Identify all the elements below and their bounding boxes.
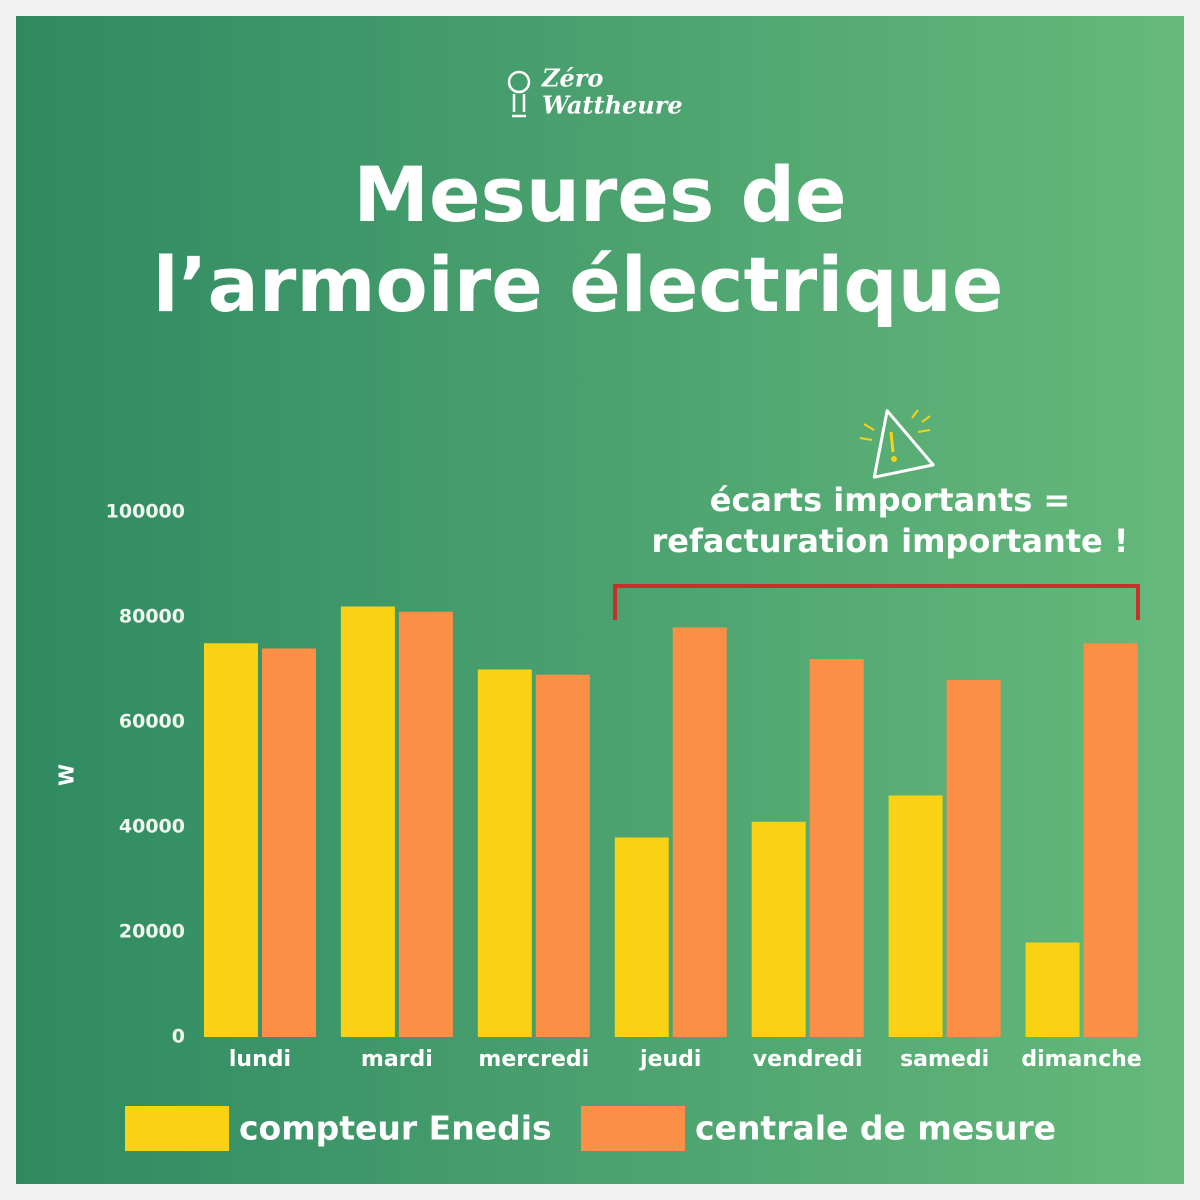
bracket xyxy=(613,584,1140,620)
x-tick-label: vendredi xyxy=(753,1047,863,1072)
y-tick-label: 60000 xyxy=(119,711,185,733)
bar xyxy=(809,659,864,1037)
bar xyxy=(477,669,532,1037)
bar xyxy=(1025,942,1080,1037)
annotation: refacturation importante ! xyxy=(652,522,1129,560)
logo-text: Wattheure xyxy=(542,91,683,120)
bar xyxy=(1083,643,1138,1037)
x-tick-label: jeudi xyxy=(639,1047,701,1072)
bar xyxy=(398,611,453,1037)
logo-icon xyxy=(507,70,531,118)
legend-swatch xyxy=(125,1106,229,1151)
bar xyxy=(535,674,590,1037)
logo-text: Zéro xyxy=(541,64,603,93)
x-tick-label: mercredi xyxy=(478,1047,589,1072)
y-tick-label: 40000 xyxy=(119,816,185,838)
bar xyxy=(946,680,1001,1037)
bar xyxy=(203,643,258,1037)
y-axis-label: W xyxy=(55,764,79,786)
bar xyxy=(751,821,806,1037)
x-tick-label: samedi xyxy=(900,1047,989,1072)
y-tick-label: 100000 xyxy=(106,501,185,523)
x-tick-label: lundi xyxy=(229,1047,291,1072)
bar xyxy=(261,648,316,1037)
bar xyxy=(614,837,669,1037)
x-tick-label: mardi xyxy=(361,1047,433,1072)
bar xyxy=(888,795,943,1037)
bar xyxy=(340,606,395,1037)
chart-title: l’armoire électrique xyxy=(153,240,1004,329)
bar xyxy=(672,627,727,1037)
y-tick-label: 0 xyxy=(172,1026,185,1048)
annotation: écarts importants = xyxy=(710,481,1070,519)
warning-icon xyxy=(859,409,935,479)
x-tick-label: dimanche xyxy=(1021,1047,1141,1072)
legend-swatch xyxy=(581,1106,685,1151)
legend-label: centrale de mesure xyxy=(695,1109,1056,1148)
y-tick-label: 20000 xyxy=(119,921,185,943)
y-tick-label: 80000 xyxy=(119,606,185,628)
chart-title: Mesures de xyxy=(353,150,846,239)
legend-label: compteur Enedis xyxy=(239,1109,552,1148)
